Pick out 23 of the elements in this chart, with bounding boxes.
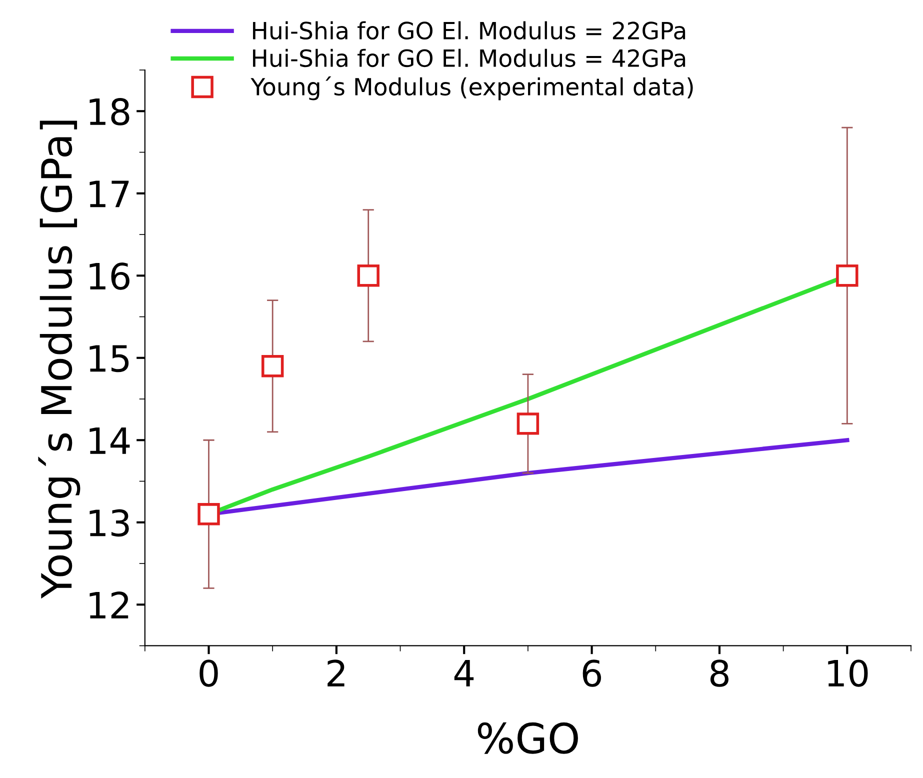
x-axis-title: %GO: [478, 722, 578, 754]
x-tick-label: 0: [200, 660, 218, 687]
y-tick-label: 14: [90, 428, 130, 454]
y-tick-label: 17: [90, 180, 129, 208]
legend-label: Hui-Shia for GO El. Modulus = 42GPa: [253, 48, 686, 68]
legend-label: Young´s Modulus (experimental data): [250, 76, 693, 100]
point: [261, 354, 284, 378]
point: [198, 503, 220, 526]
y-tick-label: 16: [90, 262, 130, 290]
x-tick-label: 2: [328, 660, 344, 686]
y-tick-label: 18: [90, 98, 130, 126]
x-tick-label: 6: [582, 660, 602, 687]
y-tick-label: 13: [90, 509, 129, 537]
x-tick-label: 10: [828, 660, 868, 687]
point: [516, 412, 540, 435]
point: [836, 264, 858, 287]
x-tick-label: 4: [454, 660, 474, 686]
x-tick-label: 8: [710, 660, 728, 687]
y-axis-title: Young´s Modulus [GPa]: [38, 120, 80, 599]
legend-label: Hui-Shia for GO El. Modulus = 22GPa: [253, 21, 686, 40]
y-tick-label: 12: [90, 592, 128, 618]
y-tick-label: 15: [90, 345, 129, 372]
point: [357, 264, 380, 287]
